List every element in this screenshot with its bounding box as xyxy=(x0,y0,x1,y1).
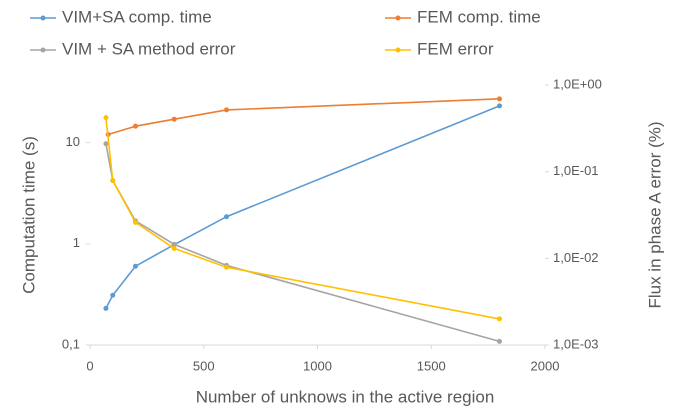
data-point xyxy=(110,178,116,184)
data-point xyxy=(497,103,502,109)
data-point xyxy=(103,305,109,311)
x-tick-label: 500 xyxy=(193,358,215,373)
data-point xyxy=(497,316,502,322)
legend-dot xyxy=(40,47,46,53)
x-tick-label: 1000 xyxy=(303,358,332,373)
x-tick-label: 2000 xyxy=(531,358,560,373)
series-line xyxy=(105,117,500,320)
data-point xyxy=(110,292,116,298)
data-point xyxy=(497,96,502,102)
data-point xyxy=(497,338,502,344)
y-tick-label: 10 xyxy=(66,134,80,149)
data-point xyxy=(171,241,177,247)
x-tick-label: 0 xyxy=(86,358,93,373)
legend-label: FEM comp. time xyxy=(417,7,541,26)
x-axis-title: Number of unknows in the active region xyxy=(196,387,495,406)
legend-dot xyxy=(395,47,401,53)
y-axis-title: Computation time (s) xyxy=(19,136,38,294)
y2-tick-label: 1,0E-02 xyxy=(553,250,599,265)
x-tick-label: 1500 xyxy=(417,358,446,373)
y2-tick-label: 1,0E-03 xyxy=(553,336,599,351)
data-point xyxy=(224,107,229,113)
data-point xyxy=(224,264,229,270)
data-point xyxy=(133,123,138,129)
legend-label: VIM+SA comp. time xyxy=(62,7,212,26)
legend-label: FEM error xyxy=(417,39,494,58)
data-point xyxy=(224,214,229,220)
legend-dot xyxy=(395,15,401,21)
legend-dot xyxy=(40,15,46,21)
data-point xyxy=(133,219,138,225)
data-point xyxy=(103,115,109,121)
y2-tick-label: 1,0E+00 xyxy=(553,76,602,91)
series-line xyxy=(105,105,500,309)
y-tick-label: 0,1 xyxy=(62,336,80,351)
data-point xyxy=(171,116,177,122)
y2-axis-title: Flux in phase A error (%) xyxy=(645,121,664,308)
data-point xyxy=(103,141,109,147)
data-point xyxy=(171,245,177,251)
y2-tick-label: 1,0E-01 xyxy=(553,163,599,178)
legend-label: VIM + SA method error xyxy=(62,39,236,58)
y-tick-label: 1 xyxy=(73,235,80,250)
data-point xyxy=(133,263,138,269)
